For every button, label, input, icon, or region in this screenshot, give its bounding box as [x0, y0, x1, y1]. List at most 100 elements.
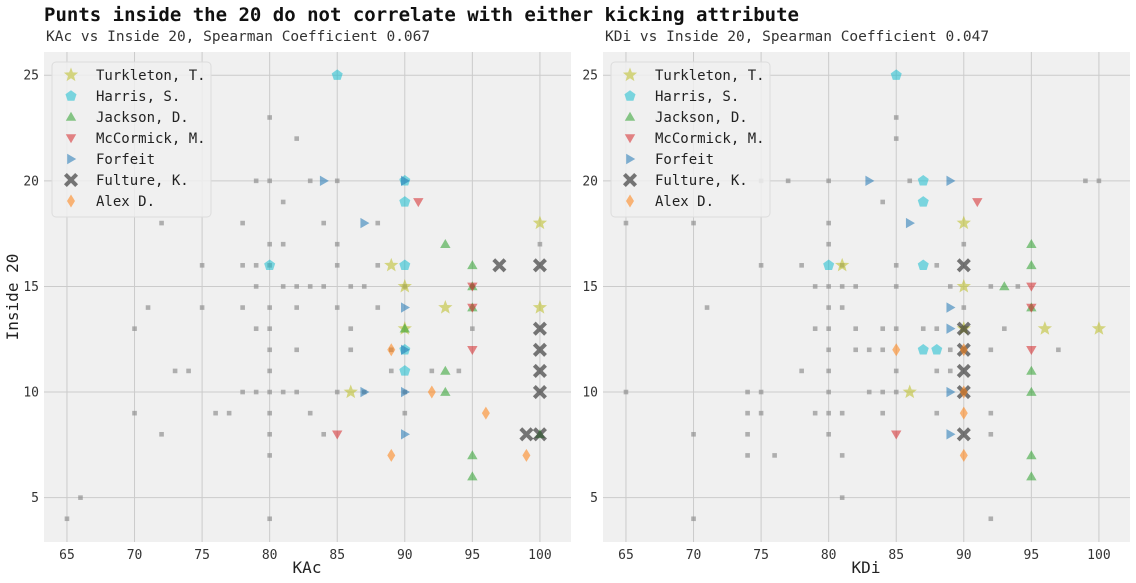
other-player-point	[758, 263, 764, 268]
legend-label: Turkleton, T.	[96, 68, 206, 84]
other-player-point	[240, 263, 245, 268]
series-point	[890, 69, 902, 80]
other-player-point	[623, 220, 629, 226]
series-point	[319, 175, 329, 187]
other-player-point	[321, 284, 327, 289]
other-player-point	[893, 136, 899, 141]
other-player-point	[839, 453, 845, 458]
other-player-point	[691, 431, 696, 437]
other-player-point	[812, 284, 818, 289]
series-point	[1026, 346, 1037, 355]
left-y-axis-label: Inside 20	[3, 254, 22, 341]
other-player-point	[812, 326, 818, 331]
other-player-point	[893, 284, 899, 289]
legend-label: Fulture, K.	[655, 173, 748, 189]
series-point	[360, 217, 370, 229]
legend-label: Jackson, D.	[96, 110, 189, 126]
other-player-point	[826, 368, 831, 374]
other-player-point	[866, 347, 872, 353]
other-player-point	[199, 263, 205, 268]
x-tick-label: 80	[262, 548, 278, 563]
series-point	[1026, 239, 1037, 248]
series-point	[532, 363, 547, 378]
series-point	[956, 427, 971, 442]
series-point	[823, 259, 835, 271]
series-point	[399, 196, 411, 207]
series-point	[946, 429, 956, 440]
other-player-point	[826, 178, 831, 184]
series-point	[959, 343, 968, 357]
other-player-point	[839, 284, 845, 289]
series-point	[946, 323, 956, 334]
legend-marker	[624, 111, 636, 121]
other-player-point	[839, 305, 845, 310]
other-player-point	[375, 263, 381, 268]
legend-label: Forfeit	[96, 152, 155, 168]
other-player-point	[307, 410, 313, 416]
other-player-point	[826, 305, 831, 310]
other-player-point	[866, 389, 872, 395]
other-player-point	[839, 495, 845, 500]
other-player-point	[826, 241, 831, 247]
x-tick-label: 90	[397, 548, 413, 563]
series-point	[400, 175, 410, 187]
y-tick-label: 20	[23, 174, 39, 189]
other-player-point	[253, 326, 259, 331]
series-point	[956, 321, 971, 336]
legend-marker	[65, 134, 77, 144]
other-player-point	[267, 241, 272, 247]
other-player-point	[1096, 178, 1102, 184]
series-point	[946, 386, 956, 398]
x-tick-label: 90	[956, 548, 972, 563]
series-point	[399, 259, 411, 271]
other-player-point	[334, 389, 340, 395]
series-point	[865, 175, 875, 187]
other-player-point	[812, 410, 818, 416]
series-point	[467, 471, 478, 481]
other-player-point	[893, 263, 899, 268]
series-point	[440, 365, 451, 375]
other-player-point	[294, 284, 299, 289]
other-player-point	[280, 389, 286, 395]
legend-label: Alex D.	[655, 194, 714, 210]
series-point	[931, 344, 943, 355]
left-legend: Turkleton, T. Harris, S. Jackson, D. McCorm…	[51, 61, 212, 218]
other-player-point	[159, 220, 164, 226]
other-player-point	[145, 305, 151, 310]
other-player-point	[880, 389, 886, 395]
series-point	[467, 260, 478, 270]
other-player-point	[375, 220, 381, 226]
other-player-point	[826, 431, 831, 437]
x-tick-label: 75	[753, 548, 769, 563]
series-point	[400, 302, 410, 313]
other-player-point	[334, 263, 340, 268]
x-tick-label: 75	[194, 548, 210, 563]
series-point	[959, 448, 968, 462]
other-player-point	[267, 326, 272, 331]
series-point	[1026, 450, 1037, 460]
right-x-axis-label: KDi	[852, 558, 881, 577]
y-tick-label: 25	[582, 69, 598, 84]
other-player-point	[240, 220, 245, 226]
other-player-point	[388, 368, 394, 374]
series-point	[1026, 471, 1037, 481]
other-player-point	[988, 431, 994, 437]
series-point	[522, 448, 531, 462]
other-player-point	[947, 284, 953, 289]
series-point	[492, 258, 507, 273]
other-player-point	[186, 368, 191, 374]
other-player-point	[267, 431, 272, 437]
legend-marker	[63, 172, 79, 188]
other-player-point	[880, 326, 886, 331]
series-point	[332, 430, 343, 440]
other-player-point	[172, 368, 178, 374]
series-point	[400, 344, 410, 355]
other-player-point	[853, 326, 858, 331]
legend-box	[610, 61, 771, 218]
other-player-point	[880, 199, 886, 205]
other-player-point	[947, 368, 953, 374]
legend-label: Turkleton, T.	[655, 68, 765, 84]
other-player-point	[280, 199, 286, 205]
other-player-point	[267, 368, 272, 374]
other-player-point	[240, 389, 245, 395]
